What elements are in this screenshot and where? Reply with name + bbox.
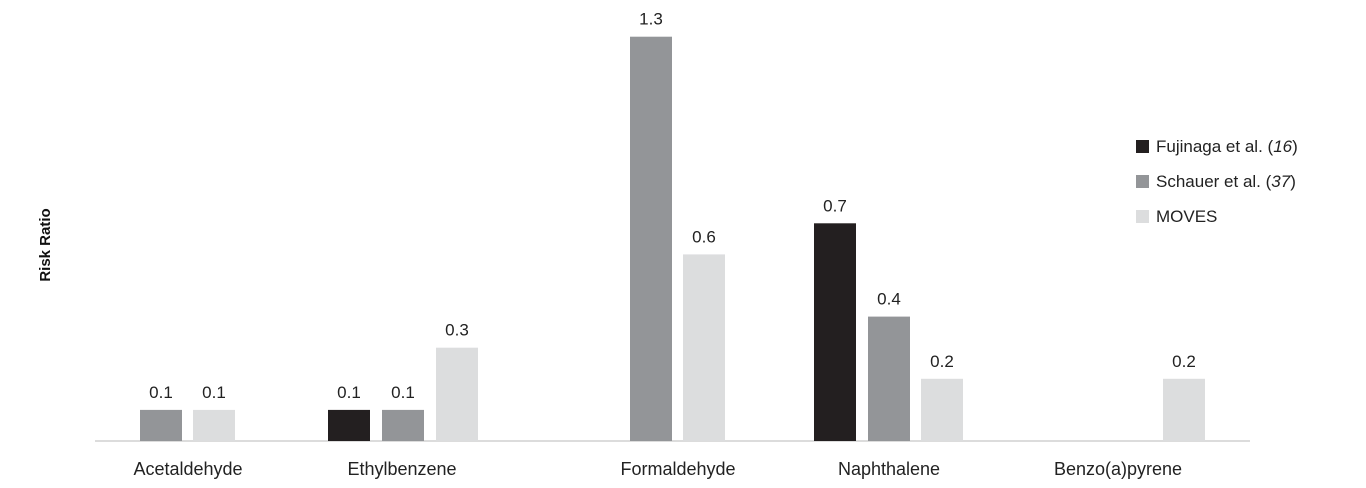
category-label: Benzo(a)pyrene — [1054, 459, 1182, 479]
category-labels: Acetaldehyde Ethylbenzene Formaldehyde Naph… — [133, 459, 1182, 479]
bar — [1163, 378, 1205, 441]
bar — [814, 223, 856, 441]
bar — [193, 409, 235, 441]
data-label: 0.3 — [445, 321, 469, 340]
legend: Fujinaga et al. (16) Schauer et al. (37) M… — [1136, 137, 1298, 226]
bar — [921, 378, 963, 441]
bar — [630, 36, 672, 441]
data-label: 0.1 — [391, 383, 415, 402]
category-label: Naphthalene — [838, 459, 940, 479]
legend-entry: MOVES — [1156, 207, 1217, 226]
data-label: 1.3 — [639, 10, 663, 29]
data-label: 0.1 — [149, 383, 173, 402]
bar — [328, 409, 370, 441]
data-label: 0.1 — [202, 383, 226, 402]
category-label: Acetaldehyde — [133, 459, 242, 479]
legend-entry: Fujinaga et al. (16) — [1156, 137, 1298, 156]
category-label: Ethylbenzene — [347, 459, 456, 479]
bar — [436, 347, 478, 441]
legend-swatch — [1136, 210, 1149, 223]
data-label: 0.1 — [337, 383, 361, 402]
bar — [382, 409, 424, 441]
bar — [868, 316, 910, 441]
bar-marks — [140, 36, 1205, 441]
legend-entry: Schauer et al. (37) — [1156, 172, 1296, 191]
data-label: 0.2 — [930, 352, 954, 371]
bar — [683, 254, 725, 441]
data-label: 0.7 — [823, 196, 847, 215]
y-axis-label: Risk Ratio — [37, 208, 54, 281]
bar — [140, 409, 182, 441]
data-label: 0.4 — [877, 290, 901, 309]
legend-swatch — [1136, 175, 1149, 188]
data-labels: 0.1 0.1 0.1 0.1 0.3 1.3 0.6 0.7 0.4 0.2 0.2 — [149, 10, 1196, 402]
data-label: 0.6 — [692, 227, 716, 246]
legend-swatch — [1136, 140, 1149, 153]
category-label: Formaldehyde — [620, 459, 735, 479]
data-label: 0.2 — [1172, 352, 1196, 371]
